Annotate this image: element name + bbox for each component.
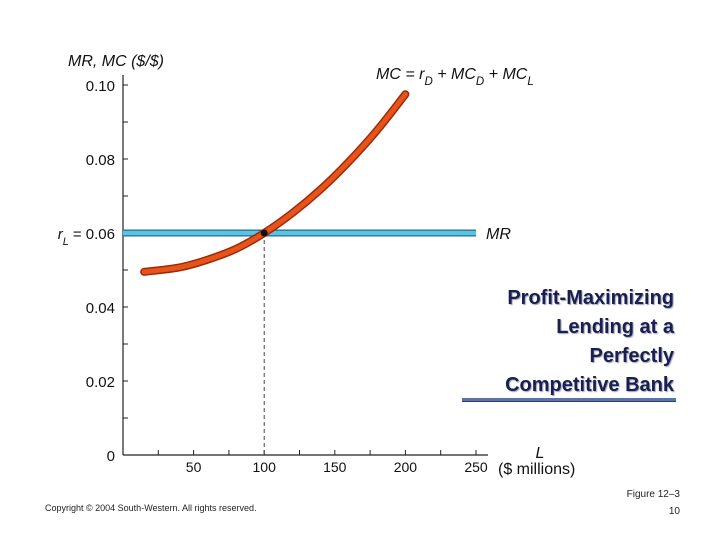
side-title-line: Lending at a [556,316,674,338]
mc-curve-outline [140,90,410,276]
x-tick-label: 200 [394,459,418,475]
x-axis-units-label: ($ millions) [498,461,575,478]
copyright-notice: Copyright © 2004 South-Western. All righ… [45,503,257,513]
mr-label: MR [486,226,511,243]
y-axis-label: MR, MC ($/$) [68,53,164,70]
x-tick-label: 250 [464,459,488,475]
title-underline [462,398,676,402]
page-number: 10 [668,506,680,517]
equilibrium-point [260,229,268,237]
side-title-line: Perfectly [589,345,675,367]
x-axis-var-label: L [536,445,545,462]
y-tick-label: 0.04 [86,300,115,317]
side-title-line: Profit-Maximizing [507,287,674,309]
figure-reference: Figure 12–3 10 [627,486,680,520]
y-tick-label: 0.02 [86,374,115,391]
mc-curve [141,91,408,275]
side-title-line: Competitive Bank [505,374,674,396]
y-tick-label: 0 [107,448,115,465]
figure-label: Figure 12–3 [626,489,680,500]
y-tick-label: 0.08 [86,152,115,169]
x-tick-label: 50 [186,459,202,475]
y-tick-label: 0.10 [86,78,115,95]
y-tick-label-rl: rL = 0.06 [58,226,115,248]
x-tick-label: 150 [323,459,347,475]
x-tick-label: 100 [253,459,277,475]
mc-label: MC = rD + MCD + MCL [376,66,534,88]
side-title: Profit-Maximizing Lending at a Perfectly… [414,284,674,400]
